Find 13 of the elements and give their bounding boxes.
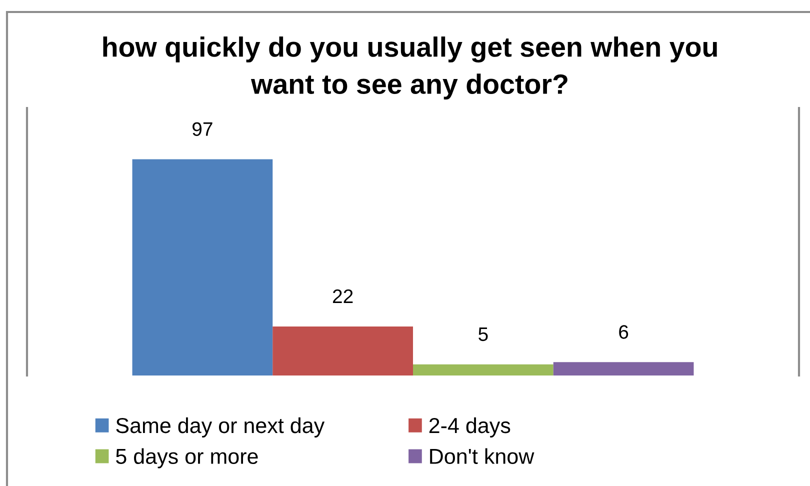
data-label: 5 <box>478 327 488 342</box>
legend-label: 2-4 days <box>429 417 510 438</box>
bar <box>272 326 413 376</box>
legend-label: Don't know <box>430 448 534 464</box>
chart-title: how quickly do you usually get seen when you want to see any doctor? <box>103 36 717 100</box>
data-label: 22 <box>332 289 353 303</box>
bar <box>413 364 554 376</box>
data-label: 97 <box>192 122 212 136</box>
bar <box>132 159 273 376</box>
bar <box>553 362 694 376</box>
legend-label: Same day or next day <box>116 417 325 438</box>
legend-label: 5 days or more <box>116 448 258 468</box>
data-label: 6 <box>619 325 628 339</box>
